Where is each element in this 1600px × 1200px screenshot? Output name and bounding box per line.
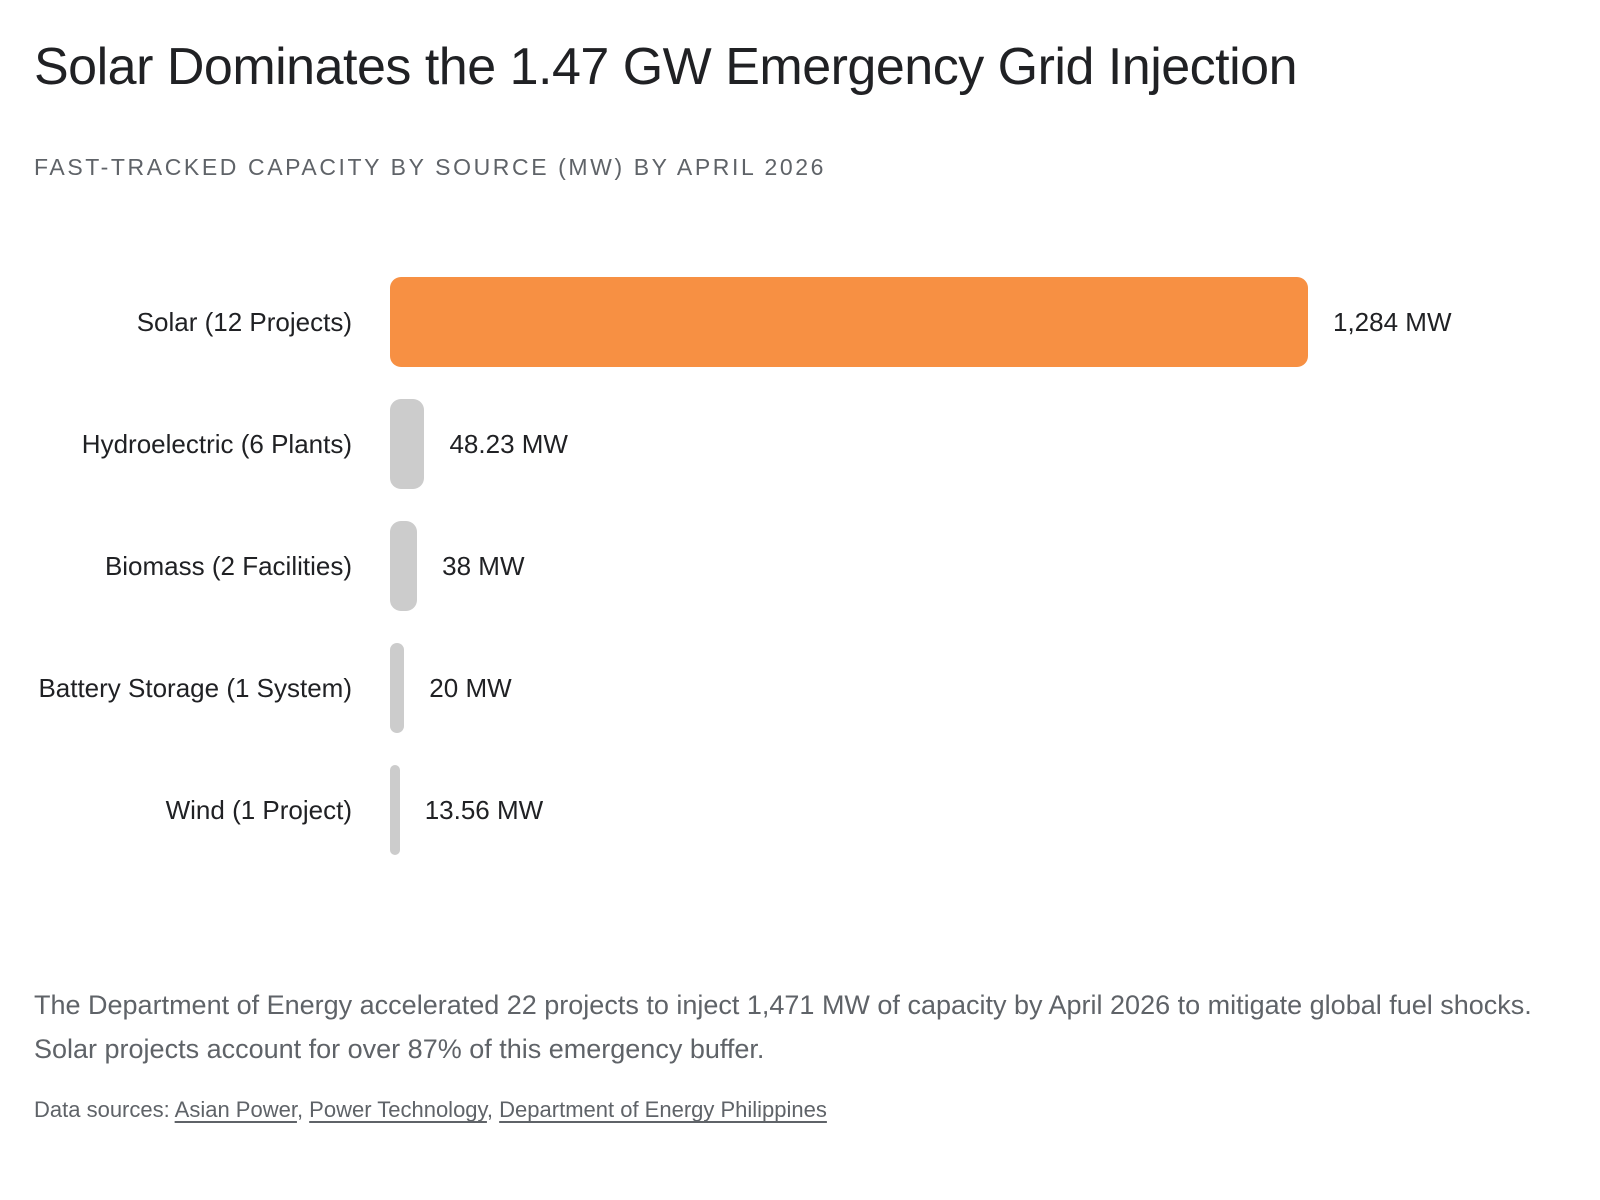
data-sources-line: Data sources: Asian Power, Power Technol…	[34, 1097, 1566, 1123]
bar-segment	[390, 765, 400, 856]
data-sources-prefix: Data sources:	[34, 1097, 175, 1123]
source-link[interactable]: Asian Power	[174, 1097, 297, 1123]
value-label: 48.23 MW	[449, 428, 568, 459]
bar-segment	[390, 643, 405, 734]
value-label: 20 MW	[429, 672, 512, 703]
horizontal-bar-chart: Solar (12 Projects) 1,284 MW Hydroelectric…	[34, 277, 1566, 856]
bar-segment	[390, 521, 418, 612]
chart-title: Solar Dominates the 1.47 GW Emergency Gr…	[34, 38, 1298, 96]
chart-subtitle: FAST-TRACKED CAPACITY BY SOURCE (MW) BY …	[34, 154, 827, 181]
source-link[interactable]: Power Technology	[309, 1097, 487, 1123]
bar-track: 20 MW	[390, 643, 1566, 734]
bar-row: Wind (1 Project) 13.56 MW	[34, 765, 1566, 856]
bar-track: 1,284 MW	[390, 277, 1566, 368]
value-label: 38 MW	[442, 550, 525, 581]
bar-row: Biomass (2 Facilities) 38 MW	[34, 521, 1566, 612]
bar-segment	[390, 277, 1308, 368]
category-label: Battery Storage (1 System)	[38, 672, 352, 703]
category-label: Solar (12 Projects)	[136, 306, 352, 337]
category-label: Wind (1 Project)	[165, 794, 352, 825]
source-link[interactable]: Department of Energy Philippines	[499, 1097, 827, 1123]
bar-track: 13.56 MW	[390, 765, 1566, 856]
bar-row: Hydroelectric (6 Plants) 48.23 MW	[34, 399, 1566, 490]
bar-track: 38 MW	[390, 521, 1566, 612]
category-label: Biomass (2 Facilities)	[104, 550, 352, 581]
value-label: 13.56 MW	[424, 794, 544, 825]
bar-row: Battery Storage (1 System) 20 MW	[34, 643, 1566, 734]
source-separator: ,	[296, 1097, 310, 1123]
category-label: Hydroelectric (6 Plants)	[81, 428, 352, 459]
source-separator: ,	[486, 1097, 500, 1123]
bar-row: Solar (12 Projects) 1,284 MW	[34, 277, 1566, 368]
value-label: 1,284 MW	[1333, 306, 1452, 337]
bar-track: 48.23 MW	[390, 399, 1566, 490]
bar-segment	[390, 399, 425, 490]
footer-note: The Department of Energy accelerated 22 …	[34, 990, 1532, 1065]
